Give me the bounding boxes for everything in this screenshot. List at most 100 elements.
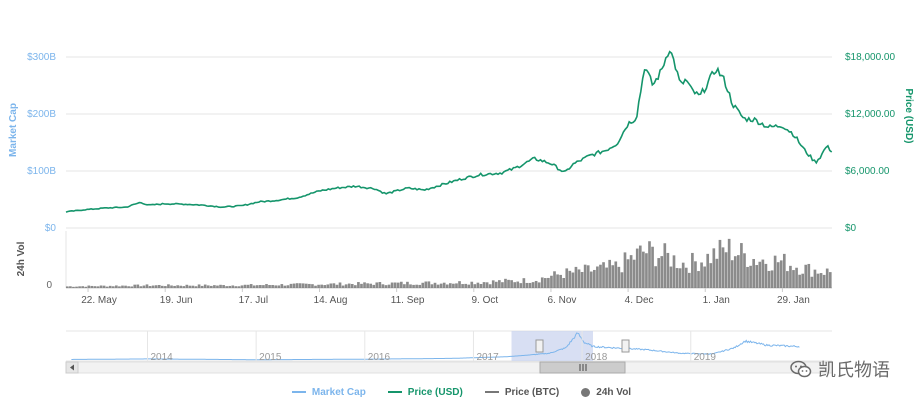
volume-bar: [694, 261, 697, 288]
volume-bar: [164, 286, 167, 288]
volume-bar: [283, 285, 287, 288]
volume-bar: [807, 263, 811, 288]
volume-bar: [320, 284, 323, 288]
volume-bar: [464, 283, 467, 288]
volume-bar: [268, 284, 271, 288]
wechat-icon: [790, 360, 812, 378]
volume-bar: [338, 282, 342, 288]
market-cap-line: [65, 50, 833, 213]
volume-bar: [470, 281, 474, 288]
volume-bar: [142, 285, 146, 288]
volume-bar: [87, 285, 91, 288]
navigator-tick-label: 2018: [585, 352, 608, 363]
y-left-ticks: $0 $100B $200B $300B: [27, 52, 56, 234]
volume-bar: [776, 262, 780, 288]
navigator-line-group: [71, 332, 800, 361]
volume-bar: [764, 263, 768, 288]
volume-bar: [801, 273, 805, 288]
volume-bar: [384, 285, 388, 288]
volume-bar: [387, 284, 391, 288]
volume-bar: [752, 258, 755, 288]
volume-bar: [467, 284, 471, 288]
volume-bar: [372, 284, 376, 288]
volume-bar: [127, 286, 130, 288]
volume-bar: [476, 282, 480, 288]
navigator-selection[interactable]: [511, 331, 594, 361]
volume-bar: [363, 282, 366, 288]
volume-bar: [730, 260, 734, 288]
y-left-tick-label: $200B: [27, 109, 56, 120]
volume-bar: [534, 280, 538, 288]
volume-bar: [354, 285, 357, 288]
volume-bar: [792, 270, 795, 288]
volume-bar: [418, 284, 422, 288]
volume-bar: [660, 256, 664, 288]
volume-bar: [740, 243, 743, 288]
vol-axis-title: 24h Vol: [16, 241, 27, 276]
volume-bar: [638, 245, 642, 288]
navigator-tick-label: 2015: [259, 352, 282, 363]
volume-bar: [105, 286, 109, 288]
legend-item-market-cap[interactable]: Market Cap: [291, 386, 366, 398]
legend-item-price-btc[interactable]: Price (BTC): [484, 387, 559, 398]
volume-bar: [617, 266, 621, 288]
scrollbar-track[interactable]: [65, 361, 833, 374]
volume-bar: [234, 286, 238, 288]
volume-bar: [537, 282, 541, 288]
legend-label-market-cap: Market Cap: [311, 386, 366, 398]
volume-bar: [280, 284, 284, 288]
volume-bar: [629, 255, 633, 288]
volume-bar: [188, 285, 192, 288]
volume-bar: [231, 285, 235, 288]
volume-bar: [786, 271, 789, 288]
grid: [65, 56, 832, 289]
x-tick-label: 17. Jul: [239, 295, 268, 306]
navigator[interactable]: 2014 2015 2016 2017 2018 2019: [66, 330, 832, 363]
volume-bar: [488, 284, 492, 288]
volume-bar: [494, 281, 498, 288]
vol-axis-tick: 0: [46, 280, 52, 291]
volume-bar: [458, 281, 461, 288]
volume-bar: [124, 285, 127, 288]
volume-bar: [568, 270, 572, 288]
volume-bar: [277, 285, 281, 288]
scrollbar[interactable]: [65, 361, 833, 374]
volume-bar: [559, 274, 562, 288]
navigator-handle-right[interactable]: [621, 339, 630, 353]
volume-bar: [96, 286, 100, 288]
volume-bar: [406, 281, 409, 288]
volume-bar: [255, 285, 259, 288]
volume-bar: [550, 275, 553, 288]
volume-bar: [642, 251, 645, 288]
volume-bar: [525, 282, 529, 288]
volume-bar: [743, 253, 746, 288]
volume-bar: [399, 281, 403, 288]
volume-bar: [593, 269, 596, 288]
y-left-tick-label: $100B: [27, 166, 56, 177]
x-tick-label: 19. Jun: [160, 295, 193, 306]
volume-bar: [115, 285, 118, 288]
volume-bar: [118, 286, 121, 288]
volume-bar: [173, 285, 176, 288]
volume-bar: [623, 252, 627, 288]
volume-bar: [304, 283, 308, 288]
navigator-handle-left[interactable]: [535, 339, 544, 353]
volume-bar: [332, 283, 336, 288]
volume-bar: [433, 282, 437, 288]
volume-bar: [583, 264, 587, 288]
volume-bar: [718, 239, 722, 288]
volume-bar: [531, 282, 535, 288]
volume-bar: [409, 284, 412, 288]
volume-bar: [240, 285, 244, 288]
volume-bar: [479, 283, 483, 288]
y-right-axis-title: Price (USD): [903, 88, 914, 143]
volume-bar: [691, 252, 694, 288]
volume-bar: [602, 262, 605, 288]
volume-bar: [504, 278, 507, 288]
volume-bar: [819, 273, 823, 288]
volume-bar: [136, 284, 140, 288]
legend-item-price-usd[interactable]: Price (USD): [387, 387, 463, 398]
legend-item-24h-vol[interactable]: 24h Vol: [581, 387, 631, 398]
volume-bar: [396, 282, 400, 288]
volume-bar: [565, 268, 569, 288]
